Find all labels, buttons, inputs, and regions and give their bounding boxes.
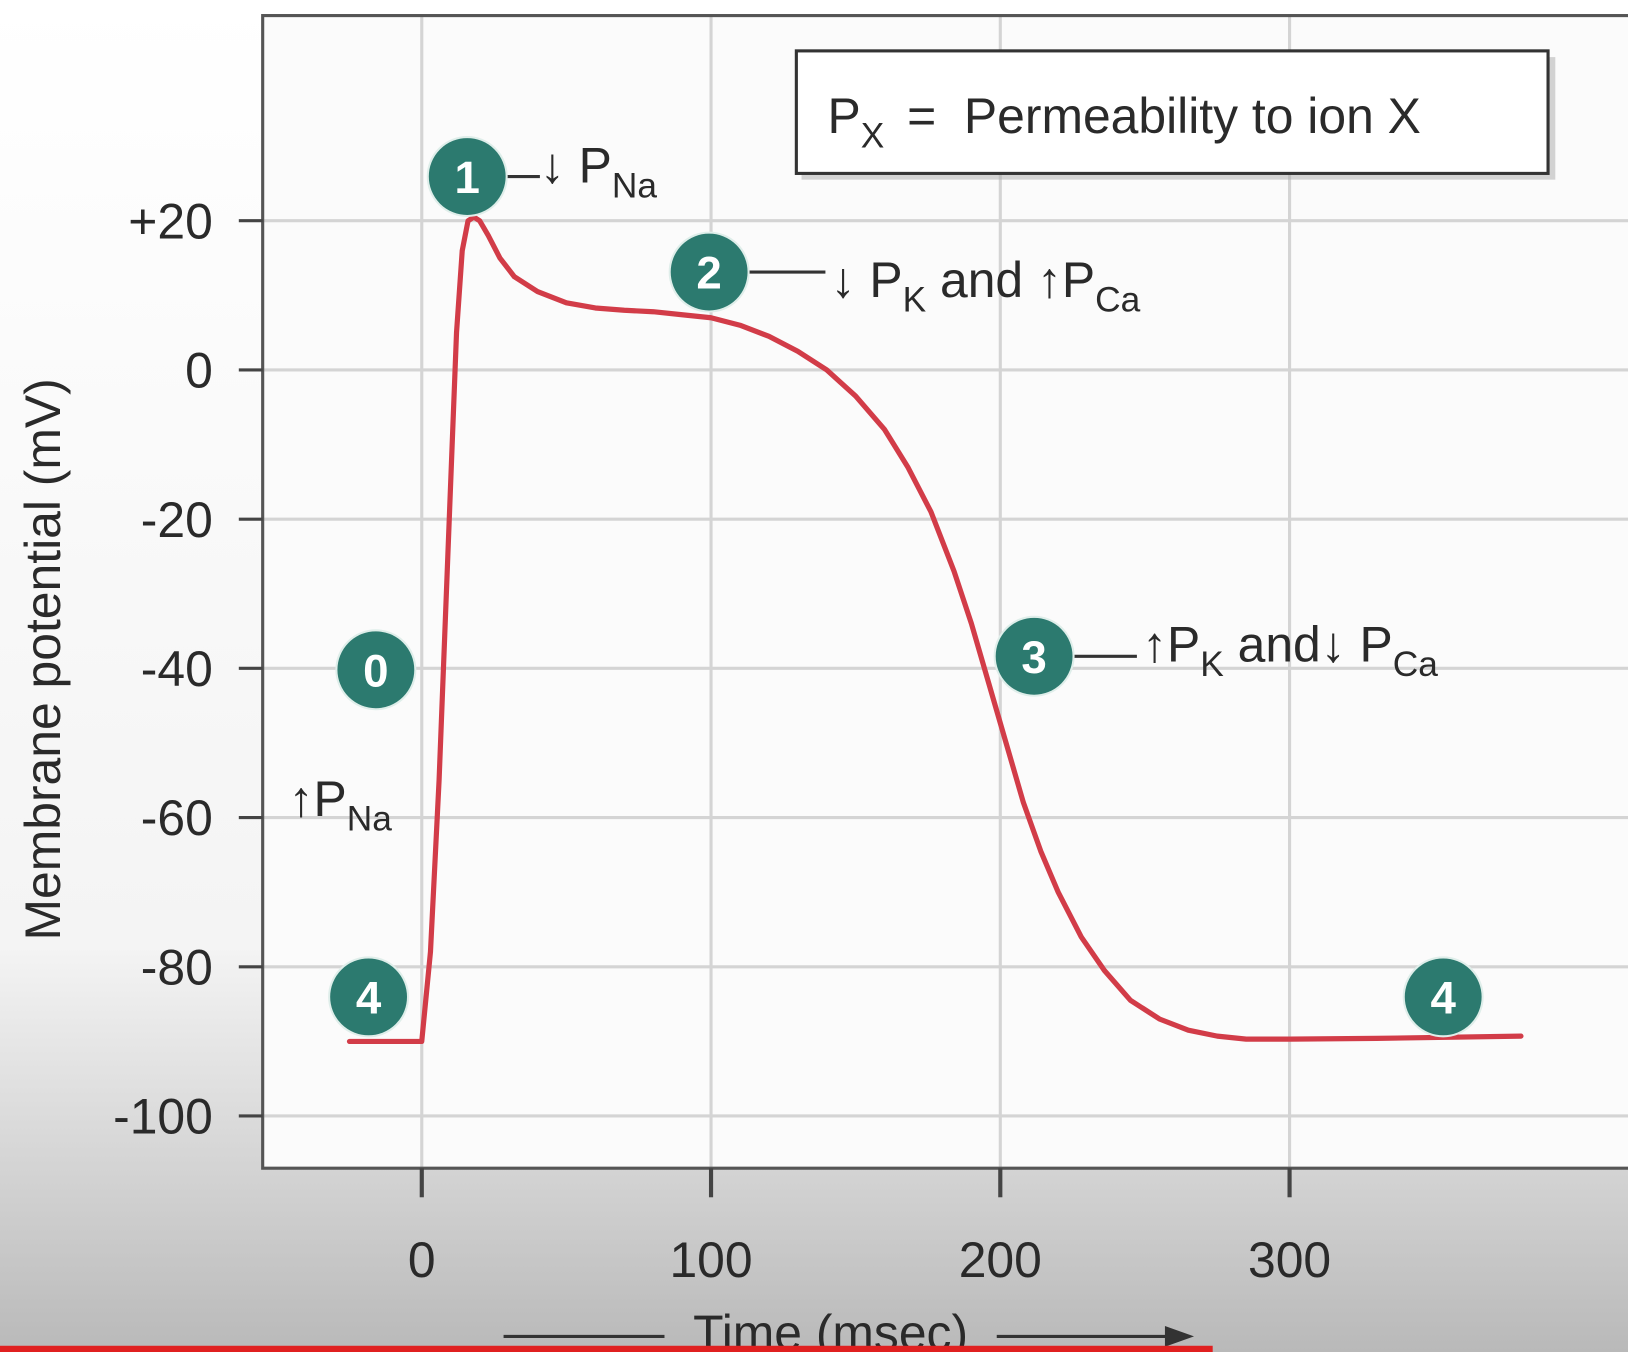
legend-symbol: P: [827, 88, 860, 144]
phase-marker-label: 4: [1430, 972, 1456, 1023]
annotation-subscript: Ca: [1095, 281, 1140, 320]
phase-marker: [426, 136, 508, 218]
data-line: [346, 214, 1524, 1045]
phase-marker: [993, 615, 1075, 697]
annotation-label: ↑PK and↓ PCa: [1142, 616, 1438, 684]
phase-marker: [328, 956, 410, 1038]
annotation-subscript: Na: [612, 166, 657, 205]
annotation-subscript: Ca: [1393, 645, 1438, 684]
x-axis-title: Time (msec): [693, 1305, 968, 1352]
phase-marker-label: 3: [1021, 632, 1046, 683]
annotation-text: ↑P: [289, 771, 347, 827]
annotation-text: ↓ P: [540, 138, 612, 194]
x-axis-arrowhead: [1164, 1326, 1195, 1347]
annotation-label: ↓ PNa: [540, 138, 657, 206]
x-tick-label: 100: [669, 1232, 752, 1288]
legend-definition: = Permeability to ion X: [907, 88, 1421, 144]
progress-bar: [0, 1345, 1213, 1352]
annotation-text: ↑P: [1142, 616, 1200, 672]
legend-text: PX = Permeability to ion X: [827, 88, 1420, 156]
phase-marker: [335, 629, 417, 711]
x-tick-label: 200: [959, 1232, 1042, 1288]
annotation-subscript: K: [903, 281, 927, 320]
grid: [262, 15, 1628, 1169]
phase-marker-label: 0: [363, 645, 388, 696]
x-tick-label: 300: [1248, 1232, 1331, 1288]
y-tick-label: 0: [185, 343, 213, 399]
y-tick-label: -40: [141, 641, 213, 697]
annotation-subscript: K: [1200, 645, 1224, 684]
phase-marker-label: 2: [696, 248, 721, 299]
phase-marker: [668, 231, 750, 313]
legend-subscript: X: [861, 116, 885, 155]
plot-frame: [261, 14, 1628, 1170]
legend: PX = Permeability to ion X: [794, 49, 1556, 180]
annotation-text: and↓ P: [1224, 616, 1393, 672]
annotation-label: ↓ PK and ↑PCa: [831, 252, 1141, 320]
phase-marker-label: 4: [356, 972, 382, 1023]
annotation-subscript: Na: [347, 800, 392, 839]
y-tick-label: -20: [141, 492, 213, 548]
y-tick-label: -100: [113, 1089, 213, 1145]
legend-box: [794, 49, 1550, 175]
annotation-text: ↓ P: [831, 252, 903, 308]
annotation-label: ↑PNa: [289, 771, 393, 839]
y-tick-label: +20: [128, 193, 213, 249]
annotation-text: and ↑P: [926, 252, 1095, 308]
x-tick-label: 0: [408, 1232, 436, 1288]
y-axis-title: Membrane potential (mV): [15, 378, 71, 940]
phase-marker: [1402, 956, 1484, 1038]
phase-marker-label: 1: [455, 152, 480, 203]
y-tick-label: -80: [141, 939, 213, 995]
y-tick-label: -60: [141, 790, 213, 846]
